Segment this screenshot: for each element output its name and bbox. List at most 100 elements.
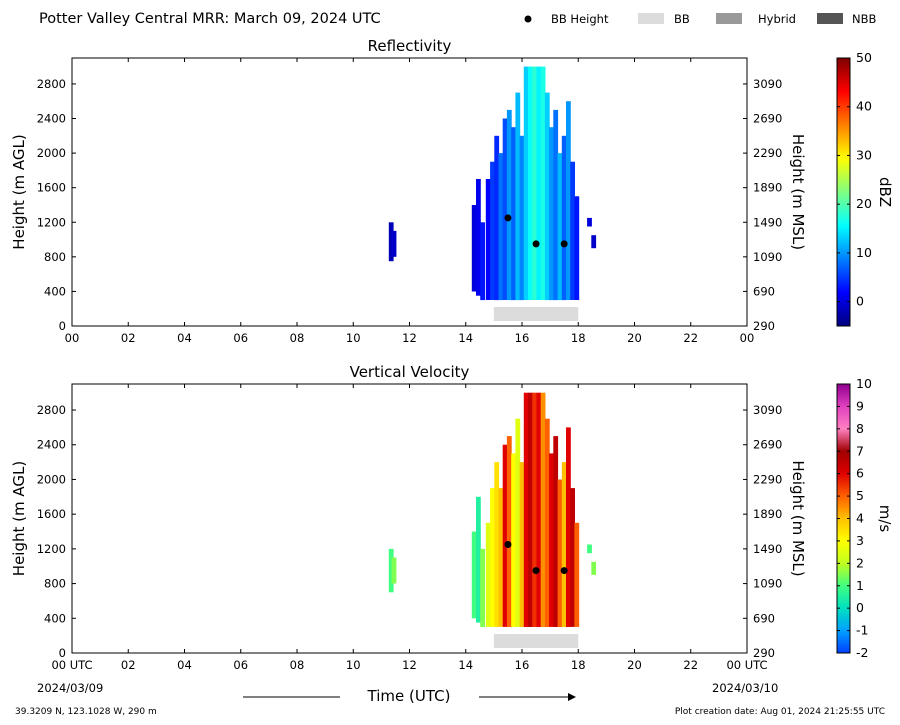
vertical-velocity-y-tick-label: 800 <box>44 577 66 591</box>
reflectivity-bb-height-marker <box>532 240 540 248</box>
vertical-velocity-x-tick-label: 00 UTC <box>726 658 767 672</box>
vertical-velocity-y-right-tick-label: 290 <box>753 646 775 660</box>
vertical-velocity-colorbar-tick-label: 7 <box>856 443 864 458</box>
vertical-velocity-x-tick-label: 10 <box>346 658 361 672</box>
vertical-velocity-colorbar-label: m/s <box>876 505 894 533</box>
reflectivity-data-column <box>494 135 500 301</box>
vertical-velocity-colorbar-tick-label: 9 <box>856 398 864 413</box>
reflectivity-x-tick-label: 02 <box>121 331 136 345</box>
reflectivity-y-right-tick-label: 2290 <box>753 146 782 160</box>
vertical-velocity-x-tick-label: 00 UTC <box>51 658 92 672</box>
vertical-velocity-y-tick-label: 2400 <box>37 438 66 452</box>
reflectivity-y-tick-label: 2800 <box>37 77 66 91</box>
reflectivity-data-column <box>498 153 504 301</box>
reflectivity-bb-flag-bar <box>493 307 579 321</box>
vertical-velocity-data-column <box>557 479 563 627</box>
legend-swatch-nbb <box>817 13 843 24</box>
reflectivity-data-column <box>528 66 533 300</box>
reflectivity-x-tick-label: 22 <box>683 331 698 345</box>
vertical-velocity-colorbar-tick-label: 10 <box>856 376 872 391</box>
vertical-velocity-y-right-tick-label: 2290 <box>753 472 782 486</box>
vertical-velocity-colorbar-tick-label: 3 <box>856 533 864 548</box>
reflectivity-data-columns <box>388 66 597 301</box>
vertical-velocity-y-axis-label: Height (m AGL) <box>10 461 28 576</box>
reflectivity-data-column <box>557 153 563 301</box>
reflectivity-data-column <box>502 118 508 300</box>
legend-swatch-hybrid <box>716 13 742 24</box>
reflectivity-x-tick-label: 06 <box>233 331 248 345</box>
vertical-velocity-data-column <box>506 436 512 627</box>
reflectivity-bb-height-marker <box>504 214 512 222</box>
vertical-velocity-data-column <box>388 548 394 593</box>
reflectivity-data-column <box>476 179 481 296</box>
reflectivity-data-column <box>519 135 525 301</box>
vertical-velocity-data-column <box>566 427 571 627</box>
vertical-velocity-colorbar-tick-label: 1 <box>856 578 864 593</box>
reflectivity-y-tick-label: 1200 <box>37 215 66 229</box>
vertical-velocity-y-right-tick-label: 2690 <box>753 438 782 452</box>
reflectivity-colorbar-tick-label: 20 <box>856 196 872 211</box>
reflectivity-data-column <box>515 92 521 301</box>
vertical-velocity-colorbar-tick-label: 8 <box>856 421 864 436</box>
reflectivity-data-column <box>388 222 394 262</box>
reflectivity-colorbar-label: dBZ <box>876 177 894 207</box>
start-date-label: 2024/03/09 <box>37 681 103 695</box>
vertical-velocity-data-column <box>532 392 537 627</box>
vertical-velocity-y-right-tick-label: 3090 <box>753 403 782 417</box>
reflectivity-x-tick-label: 20 <box>627 331 642 345</box>
reflectivity-data-column <box>471 205 477 292</box>
reflectivity-data-column <box>480 222 485 301</box>
location-label: 39.3209 N, 123.1028 W, 290 m <box>15 707 157 717</box>
vertical-velocity-y-right-tick-label: 1090 <box>753 577 782 591</box>
vertical-velocity-data-column <box>494 462 500 627</box>
reflectivity-colorbar-tick-label: 10 <box>856 245 872 260</box>
reflectivity-y-right-tick-label: 1490 <box>753 215 782 229</box>
legend-swatch-bb <box>638 13 664 24</box>
reflectivity-data-column <box>566 101 571 300</box>
vertical-velocity-y-tick-label: 1600 <box>37 507 66 521</box>
vertical-velocity-data-column <box>511 453 516 627</box>
reflectivity-y-right-tick-label: 1890 <box>753 181 782 195</box>
vertical-velocity-panel-title: Vertical Velocity <box>350 363 470 381</box>
reflectivity-y-right-tick-label: 690 <box>753 284 775 298</box>
reflectivity-colorbar-tick-label: 50 <box>856 50 872 65</box>
reflectivity-bb-height-marker <box>560 240 568 248</box>
time-arrow-head-icon <box>568 693 576 701</box>
figure-title: Potter Valley Central MRR: March 09, 202… <box>39 11 381 27</box>
vertical-velocity-y-axis-right-label: Height (m MSL) <box>789 460 807 576</box>
vertical-velocity-x-tick-label: 14 <box>458 658 473 672</box>
reflectivity-x-tick-label: 08 <box>290 331 305 345</box>
reflectivity-data-column <box>511 127 516 301</box>
vertical-velocity-x-tick-label: 18 <box>571 658 586 672</box>
vertical-velocity-data-column <box>476 496 481 623</box>
reflectivity-data-column <box>536 66 542 300</box>
legend-label: BB <box>674 12 690 26</box>
reflectivity-data-column <box>587 217 592 227</box>
reflectivity-colorbar-tick-label: 0 <box>856 294 864 309</box>
vertical-velocity-y-right-tick-label: 690 <box>753 611 775 625</box>
vertical-velocity-data-column <box>485 522 491 627</box>
vertical-velocity-data-column <box>490 488 495 627</box>
x-axis-label: Time (UTC) <box>367 687 451 705</box>
reflectivity-colorbar <box>836 57 851 327</box>
reflectivity-data-column <box>591 235 597 249</box>
reflectivity-data-column <box>544 92 550 301</box>
vertical-velocity-data-column <box>574 522 580 627</box>
vertical-velocity-x-tick-label: 02 <box>121 658 136 672</box>
vertical-velocity-data-column <box>523 392 529 627</box>
vertical-velocity-y-tick-label: 0 <box>59 646 66 660</box>
reflectivity-y-axis-label: Height (m AGL) <box>10 134 28 249</box>
reflectivity-colorbar-tick-label: 30 <box>856 147 872 162</box>
reflectivity-y-tick-label: 0 <box>59 319 66 333</box>
reflectivity-data-column <box>490 161 495 300</box>
reflectivity-y-tick-label: 1600 <box>37 181 66 195</box>
reflectivity-data-column <box>532 66 537 300</box>
reflectivity-y-right-tick-label: 290 <box>753 319 775 333</box>
legend-label: BB Height <box>551 12 609 26</box>
reflectivity-x-tick-label: 16 <box>515 331 530 345</box>
vertical-velocity-y-right-tick-label: 1490 <box>753 542 782 556</box>
creation-date-label: Plot creation date: Aug 01, 2024 21:25:5… <box>675 707 885 717</box>
